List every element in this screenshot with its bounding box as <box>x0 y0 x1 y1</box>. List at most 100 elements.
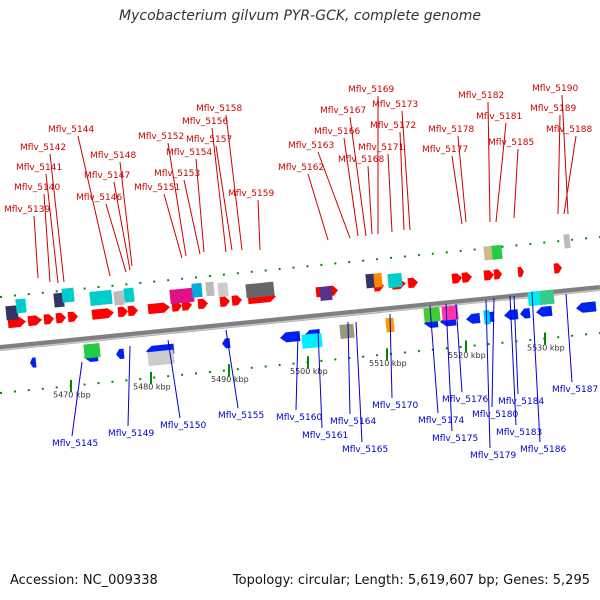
reverse-leader-line <box>127 345 131 427</box>
forward-leader-line <box>45 173 59 284</box>
forward-gene-label: Mflv_5140 <box>14 183 60 193</box>
reverse-leader-line <box>485 299 491 449</box>
accession-label: Accession: NC_009338 <box>10 573 158 588</box>
forward-gene-arrow <box>483 270 494 281</box>
forward-leader-line <box>343 137 359 237</box>
forward-gene-label: Mflv_5148 <box>90 151 136 161</box>
reverse-leader-line <box>355 321 363 443</box>
reverse-gene-arrow <box>576 301 597 313</box>
forward-gene-arrow <box>147 302 170 315</box>
forward-leader-line <box>451 155 463 225</box>
forward-gene-label: Mflv_5163 <box>288 141 334 151</box>
scale-label: 5530 kbp <box>527 343 565 352</box>
gene-feature-box <box>217 282 229 298</box>
gene-feature-box <box>123 287 135 303</box>
reverse-leader-line <box>455 303 463 393</box>
forward-gene-label: Mflv_5166 <box>314 127 360 137</box>
forward-gene-arrow <box>43 314 54 325</box>
forward-gene-label: Mflv_5182 <box>458 91 504 101</box>
gene-feature-box <box>491 244 503 260</box>
backbone-highlight <box>0 289 600 351</box>
reverse-leader-line <box>429 305 439 414</box>
forward-gene-label: Mflv_5189 <box>530 104 576 114</box>
forward-leader-line <box>225 114 243 251</box>
gene-feature-box <box>147 349 175 367</box>
forward-leader-line <box>119 161 133 267</box>
gene-feature-box <box>83 343 101 359</box>
reverse-gene-label: Mflv_5145 <box>52 439 98 449</box>
reverse-gene-label: Mflv_5165 <box>342 445 388 455</box>
gene-feature-box <box>373 272 383 288</box>
forward-gene-label: Mflv_5181 <box>476 112 522 122</box>
forward-leader-line <box>183 179 201 255</box>
forward-leader-line <box>457 135 467 223</box>
forward-gene-label: Mflv_5185 <box>488 138 534 148</box>
reverse-gene-label: Mflv_5187 <box>552 385 598 395</box>
forward-leader-line <box>77 135 111 277</box>
forward-gene-label: Mflv_5158 <box>196 104 242 114</box>
forward-gene-arrow <box>27 315 42 327</box>
forward-leader-line <box>401 110 411 231</box>
scale-label: 5470 kbp <box>53 391 91 400</box>
gene-feature-box <box>319 285 333 301</box>
reverse-gene-label: Mflv_5175 <box>432 434 478 444</box>
map-title: Mycobacterium gilvum PYR-GCK, complete g… <box>119 8 481 24</box>
forward-leader-line <box>563 135 577 215</box>
reverse-gene-label: Mflv_5184 <box>498 397 544 407</box>
reverse-leader-line <box>509 295 517 426</box>
gene-feature-box <box>5 305 19 321</box>
reverse-gene-label: Mflv_5164 <box>330 417 376 427</box>
reverse-leader-line <box>71 361 83 437</box>
forward-gene-label: Mflv_5171 <box>358 143 404 153</box>
forward-gene-label: Mflv_5168 <box>338 155 384 165</box>
gene-feature-box <box>483 310 491 325</box>
reverse-gene-label: Mflv_5180 <box>472 410 518 420</box>
reverse-gene-label: Mflv_5149 <box>108 429 154 439</box>
forward-leader-line <box>495 122 507 223</box>
forward-gene-arrow <box>451 273 462 284</box>
scale-label: 5480 kbp <box>133 383 171 392</box>
reverse-leader-line <box>389 313 393 399</box>
forward-leader-line <box>307 173 329 241</box>
reverse-gene-label: Mflv_5155 <box>218 411 264 421</box>
gene-feature-box <box>441 305 459 321</box>
forward-gene-arrow <box>407 277 418 289</box>
forward-leader-line <box>257 199 261 251</box>
forward-gene-arrow <box>117 306 128 318</box>
reverse-gene-arrow <box>536 305 553 317</box>
forward-gene-label: Mflv_5159 <box>228 189 274 199</box>
forward-gene-label: Mflv_5147 <box>84 171 130 181</box>
reverse-gene-label: Mflv_5174 <box>418 416 464 426</box>
forward-gene-arrow <box>181 300 192 311</box>
forward-gene-arrow <box>91 308 114 320</box>
gene-feature-box <box>169 287 195 304</box>
forward-gene-label: Mflv_5153 <box>154 169 200 179</box>
gene-feature-box <box>527 290 543 307</box>
forward-gene-arrow <box>553 263 562 274</box>
forward-gene-arrow <box>67 311 78 323</box>
reverse-leader-line <box>513 295 519 395</box>
reverse-leader-line <box>565 293 573 383</box>
reverse-gene-label: Mflv_5161 <box>302 431 348 441</box>
upper-tick-line <box>0 236 600 298</box>
forward-gene-arrow <box>219 296 230 307</box>
reverse-leader-line <box>347 321 351 415</box>
forward-gene-arrow <box>171 301 182 312</box>
reverse-gene-arrow <box>466 313 481 324</box>
scale-label: 5510 kbp <box>369 359 407 368</box>
gene-feature-box <box>563 234 571 249</box>
gene-feature-box <box>539 289 555 305</box>
reverse-leader-line <box>225 329 239 409</box>
forward-leader-line <box>317 151 351 239</box>
forward-gene-arrow <box>493 269 502 280</box>
scale-label: 5500 kbp <box>290 367 328 376</box>
forward-gene-label: Mflv_5156 <box>182 117 228 127</box>
reverse-gene-arrow <box>116 348 125 360</box>
forward-gene-label: Mflv_5152 <box>138 132 184 142</box>
forward-leader-line <box>399 131 405 231</box>
forward-gene-label: Mflv_5154 <box>166 148 212 158</box>
forward-gene-label: Mflv_5167 <box>320 106 366 116</box>
forward-leader-line <box>113 181 131 271</box>
forward-gene-label: Mflv_5162 <box>278 163 324 173</box>
